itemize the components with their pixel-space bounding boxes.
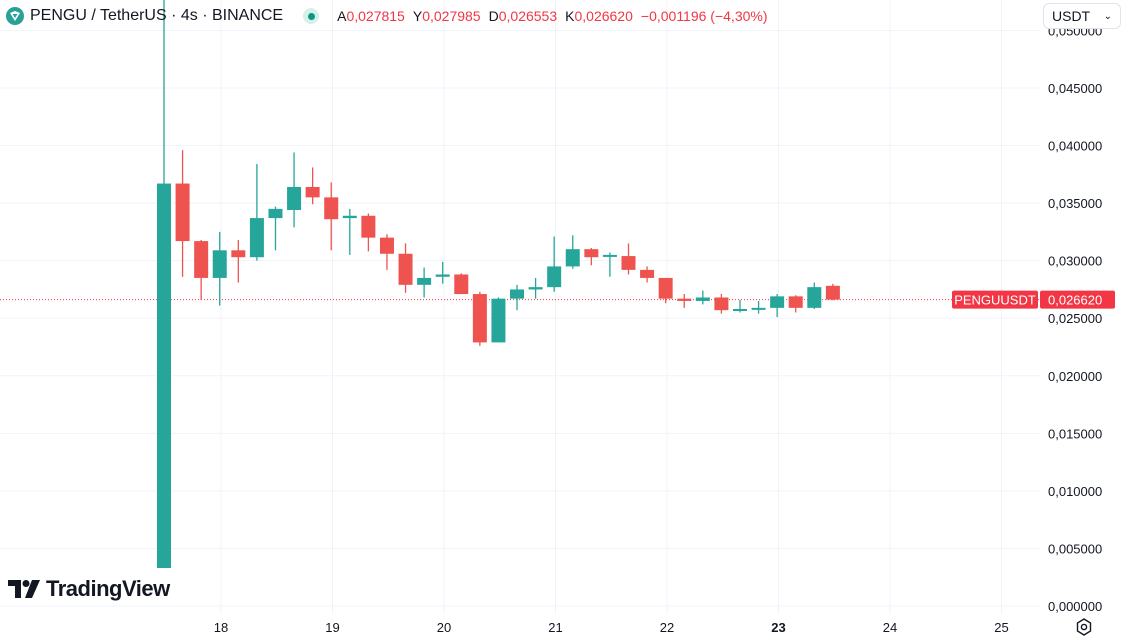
open-label: A — [337, 8, 347, 24]
tradingview-logo-icon — [8, 580, 40, 598]
symbol-price-tag — [952, 290, 1038, 309]
candle-body-down[interactable] — [677, 298, 692, 301]
candle-body-up[interactable] — [602, 254, 617, 257]
candle-body-down[interactable] — [621, 256, 636, 270]
last-price-tag-label: 0,026620 — [1048, 293, 1102, 308]
candle-body-up[interactable] — [732, 309, 747, 312]
high-label: Y — [412, 8, 423, 24]
low-label: D — [488, 8, 499, 24]
price-axis-label: 0,020000 — [1048, 369, 1102, 384]
chevron-down-icon: ⌄ — [1103, 10, 1112, 22]
time-axis-label: 23 — [771, 620, 785, 635]
time-axis-label: 19 — [325, 620, 339, 635]
currency-select[interactable]: USDT ⌄ — [1043, 3, 1121, 29]
market-status-icon — [303, 8, 320, 24]
candle-body-down[interactable] — [361, 215, 376, 238]
tradingview-logo[interactable]: TradingView — [8, 576, 170, 602]
candle-body-up[interactable] — [287, 186, 302, 211]
time-axis-label: 18 — [214, 620, 228, 635]
low-value: 0,026553 — [498, 8, 558, 24]
time-axis-label: 25 — [994, 620, 1008, 635]
time-axis-label: 21 — [548, 620, 562, 635]
candle-body-down[interactable] — [658, 277, 673, 299]
price-axis-label: 0,040000 — [1048, 139, 1102, 154]
pengu-symbol-icon — [6, 7, 24, 25]
candle-body-down[interactable] — [788, 296, 803, 308]
close-value: 0,026620 — [574, 8, 633, 24]
candle-body-down[interactable] — [324, 197, 339, 220]
candle-body-up[interactable] — [751, 307, 766, 310]
chart-legend: PENGU / TetherUS · 4s · BINANCE A0,02781… — [6, 5, 768, 27]
close-label: K — [565, 8, 575, 24]
time-axis-label: 20 — [437, 620, 451, 635]
change-value: −0,001196 (−4,30%) — [640, 8, 768, 24]
candle-body-down[interactable] — [175, 183, 190, 242]
last-price-tag — [1040, 290, 1115, 309]
symbol-title[interactable]: PENGU / TetherUS · 4s · BINANCE — [30, 7, 284, 24]
settings-gear-icon[interactable] — [1075, 618, 1093, 636]
candle-body-down[interactable] — [305, 186, 320, 198]
candle-body-up[interactable] — [491, 298, 506, 343]
candle-body-up[interactable] — [435, 274, 450, 277]
price-axis-label: 0,035000 — [1048, 196, 1102, 211]
time-axis-label: 22 — [660, 620, 674, 635]
candle-body-up[interactable] — [510, 289, 525, 299]
price-axis-label: 0,015000 — [1048, 426, 1102, 441]
candle-body-up[interactable] — [268, 208, 283, 219]
candle-body-down[interactable] — [640, 269, 655, 278]
tradingview-logo-text: TradingView — [46, 576, 170, 601]
candle-body-up[interactable] — [212, 250, 227, 278]
symbol-price-tag-label: PENGUUSDT — [954, 293, 1036, 308]
open-value: 0,027815 — [346, 8, 405, 24]
candle-body-down[interactable] — [454, 274, 469, 295]
candle-body-up[interactable] — [249, 218, 264, 258]
candle-body-up[interactable] — [157, 183, 171, 569]
candle-body-up[interactable] — [528, 287, 543, 290]
candle-body-down[interactable] — [194, 241, 209, 278]
candle-body-down[interactable] — [472, 294, 487, 343]
price-axis-label: 0,005000 — [1048, 541, 1102, 556]
price-axis-label: 0,045000 — [1048, 81, 1102, 96]
price-axis-label: 0,030000 — [1048, 254, 1102, 269]
high-value: 0,027985 — [422, 8, 481, 24]
price-axis-label: 0,010000 — [1048, 484, 1102, 499]
candle-body-down[interactable] — [584, 249, 599, 258]
candle-body-up[interactable] — [807, 287, 822, 308]
time-axis-label: 24 — [883, 620, 897, 635]
candle-body-down[interactable] — [379, 237, 394, 254]
candle-body-up[interactable] — [565, 249, 580, 267]
candle-body-up[interactable] — [695, 297, 710, 301]
candle-body-down[interactable] — [231, 250, 246, 258]
candle-body-down[interactable] — [714, 297, 729, 311]
candle-body-up[interactable] — [342, 215, 357, 219]
candle-body-up[interactable] — [547, 266, 562, 288]
candle-body-up[interactable] — [770, 296, 785, 308]
candle-body-down[interactable] — [398, 253, 413, 285]
currency-select-value: USDT — [1052, 8, 1091, 24]
ohlc-values: A0,027815 Y0,027985 D0,026553 K0,026620 … — [337, 8, 767, 24]
candle-body-up[interactable] — [417, 277, 432, 285]
candle-body-down[interactable] — [825, 285, 840, 300]
price-axis-label: 0,025000 — [1048, 311, 1102, 326]
price-axis-label: 0,000000 — [1048, 599, 1102, 614]
